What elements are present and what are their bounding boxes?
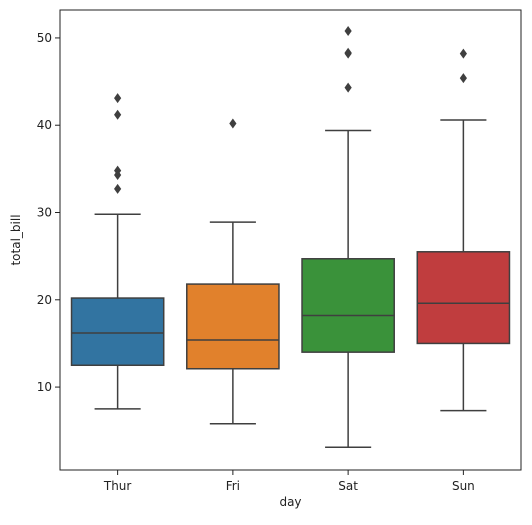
box-group-sun xyxy=(416,48,511,412)
outlier-point-thur xyxy=(114,109,122,120)
x-axis: Thur Fri Sat Sun xyxy=(103,470,475,493)
plot-content xyxy=(70,25,511,449)
x-tick-label-fri: Fri xyxy=(226,479,240,493)
x-tick-label-sun: Sun xyxy=(452,479,475,493)
plot-frame xyxy=(59,9,522,471)
box-group-sat xyxy=(301,25,395,449)
y-tick-label: 10 xyxy=(37,380,52,394)
box-thur xyxy=(70,297,165,367)
outlier-point-sat xyxy=(344,82,352,93)
outlier-point-fri xyxy=(229,118,237,129)
y-axis-label: total_bill xyxy=(9,214,23,265)
box-group-thur xyxy=(70,93,165,410)
y-tick-label: 20 xyxy=(37,293,52,307)
x-tick-label-sat: Sat xyxy=(338,479,358,493)
outlier-point-sat xyxy=(344,25,352,36)
outlier-point-thur xyxy=(114,183,122,194)
y-axis: 10 20 30 40 50 xyxy=(37,31,60,394)
outlier-point-sun xyxy=(459,73,467,84)
box-sun xyxy=(416,251,511,345)
y-tick-label: 50 xyxy=(37,31,52,45)
box-sat xyxy=(301,258,395,353)
outlier-point-sun xyxy=(459,48,467,59)
x-axis-label: day xyxy=(279,495,301,509)
x-tick-label-thur: Thur xyxy=(103,479,132,493)
outlier-point-thur xyxy=(114,93,122,104)
outlier-point-sat xyxy=(344,47,352,58)
y-tick-label: 30 xyxy=(37,206,52,220)
box-group-fri xyxy=(186,118,280,425)
outlier-point-thur xyxy=(114,165,122,176)
box-fri xyxy=(186,283,280,370)
y-tick-label: 40 xyxy=(37,118,52,132)
